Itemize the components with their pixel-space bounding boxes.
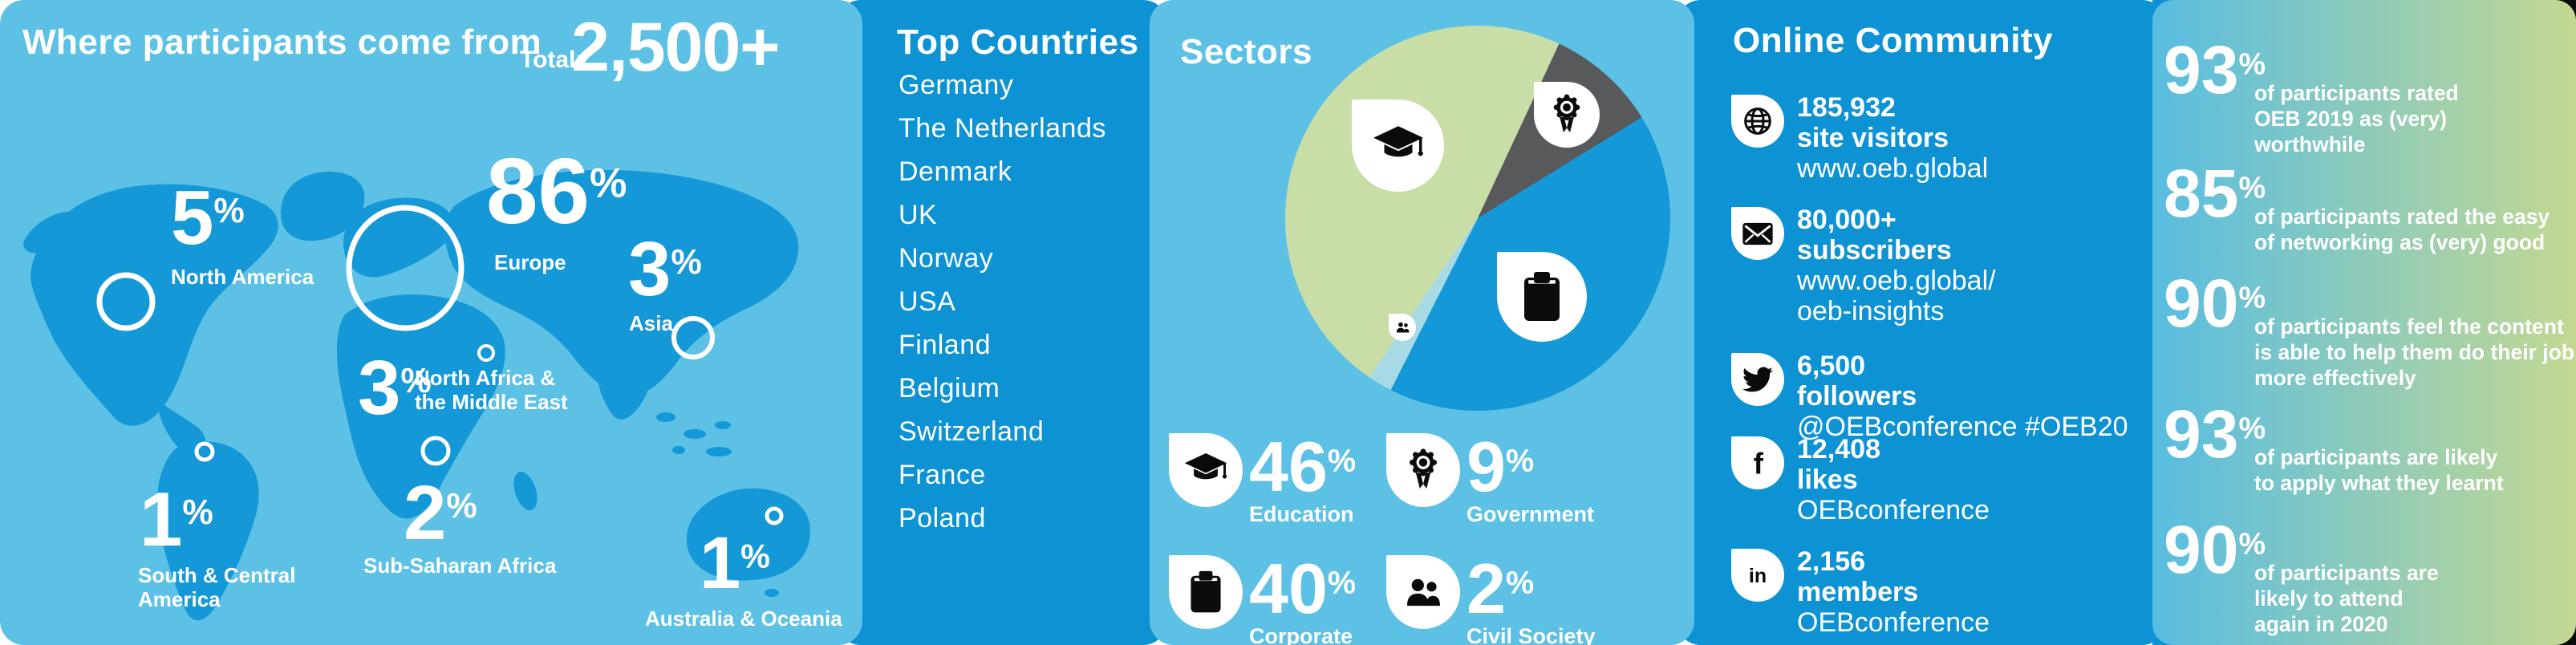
community-item: 6,500 followers @OEBconference #OEB20 — [1797, 351, 2150, 442]
graduation-cap-icon — [1352, 99, 1444, 192]
top-countries-title: Top Countries — [897, 22, 1139, 62]
legend-value: 40% — [1249, 549, 1357, 628]
community-label: members — [1797, 577, 1919, 607]
stat-value: 85% — [2164, 156, 2266, 231]
top-countries-list: Germany The Netherlands Denmark UK Norwa… — [899, 71, 1106, 547]
community-item: 2,156 members OEBconference — [1797, 546, 2150, 638]
region-label: Australia & Oceania — [645, 606, 842, 631]
stat-text: of participants feel the content is able … — [2254, 314, 2575, 390]
region-label: Asia — [629, 311, 673, 335]
list-item: UK — [899, 200, 938, 230]
legend-value: 9% — [1466, 427, 1535, 506]
page-title: Where participants come from — [22, 22, 542, 62]
stats-panel-backdrop: 93% of participants rated OEB 2019 as (ve… — [2152, 0, 2576, 645]
people-icon — [1389, 314, 1416, 341]
svg-text:in: in — [1749, 565, 1767, 587]
list-item: France — [899, 460, 986, 490]
map-marker-rings — [96, 205, 784, 525]
stats-panel: 93% of participants rated OEB 2019 as (ve… — [2152, 0, 2576, 645]
legend-value: 46% — [1249, 427, 1357, 506]
community-label: subscribers — [1797, 235, 1952, 266]
community-label: site visitors — [1797, 123, 1949, 153]
list-item: The Netherlands — [899, 113, 1106, 144]
svg-text:f: f — [1754, 447, 1764, 479]
medal-icon — [1386, 433, 1460, 507]
community-value: 185,932 — [1797, 92, 1896, 123]
community-detail: www.oeb.global/ — [1797, 266, 1996, 296]
community-detail: OEBconference — [1797, 495, 1990, 525]
community-label: likes — [1797, 464, 1858, 495]
legend-label: Civil Society — [1466, 624, 1596, 645]
community-item: 12,408 likes OEBconference — [1797, 434, 2150, 525]
community-value: 6,500 — [1797, 351, 1866, 381]
sectors-title: Sectors — [1180, 32, 1312, 71]
community-value: 12,408 — [1797, 434, 1880, 464]
stat-text: of participants are likely to attend again… — [2254, 561, 2439, 636]
sectors-pie-chart — [1285, 26, 1670, 411]
community-value: 80,000+ — [1797, 205, 1897, 235]
community-value: 2,156 — [1797, 546, 1866, 577]
region-value: 1% — [700, 522, 770, 604]
envelope-icon — [1731, 207, 1784, 260]
region-label: Europe — [494, 250, 566, 274]
region-value: 3% — [628, 226, 702, 312]
list-item: Poland — [899, 503, 986, 533]
clipboard-icon — [1497, 252, 1587, 342]
region-label: Sub-Saharan Africa — [363, 554, 557, 578]
online-community-title: Online Community — [1733, 21, 2054, 60]
stat-text: of participants rated the easy of network… — [2254, 205, 2550, 254]
region-label: North Africa & the Middle East — [415, 366, 568, 414]
community-item: 185,932 site visitors www.oeb.global — [1797, 92, 2150, 184]
legend-label: Government — [1466, 502, 1595, 526]
stat-value: 90% — [2164, 512, 2266, 587]
globe-icon — [1731, 95, 1784, 148]
graduation-cap-icon — [1169, 433, 1243, 507]
list-item: Finland — [899, 330, 992, 360]
list-item: Denmark — [899, 156, 1012, 187]
region-value: 2% — [404, 470, 477, 556]
sectors-panel: Sectors — [1150, 0, 1694, 645]
legend-value: 2% — [1466, 549, 1535, 628]
region-value: 1% — [140, 477, 213, 562]
list-item: Norway — [899, 243, 994, 274]
community-detail: @OEBconference #OEB20 — [1797, 412, 2128, 442]
people-icon — [1386, 555, 1460, 629]
stat-value: 93% — [2164, 396, 2266, 472]
region-value: 3% — [358, 345, 432, 431]
list-item: USA — [899, 286, 956, 317]
list-item: Belgium — [899, 373, 1000, 404]
world-map — [23, 169, 810, 621]
region-value: 86% — [486, 139, 627, 243]
legend-label: Corporate — [1249, 624, 1353, 645]
online-community-panel: Online Community 185,932 site visitors w… — [1677, 0, 2166, 645]
linkedin-icon: in — [1731, 549, 1784, 602]
region-value: 5% — [171, 175, 245, 261]
list-item: Germany — [899, 70, 1014, 100]
community-label: followers — [1797, 381, 1917, 412]
region-label: South & Central America — [138, 563, 296, 611]
community-detail: oeb-insights — [1797, 296, 1945, 327]
stat-value: 93% — [2164, 32, 2266, 108]
clipboard-icon — [1169, 555, 1243, 629]
total-label: Total: — [520, 47, 584, 73]
total-value: 2,500+ — [571, 9, 780, 86]
where-participants-panel: Where participants come from Total: 2,50… — [0, 0, 862, 645]
facebook-icon: f — [1731, 436, 1784, 489]
list-item: Switzerland — [899, 416, 1045, 447]
stat-text: of participants are likely to apply what … — [2254, 445, 2504, 495]
region-label: North America — [171, 265, 314, 289]
stat-value: 90% — [2164, 266, 2266, 341]
community-detail: OEBconference — [1797, 607, 1990, 638]
stat-text: of participants rated OEB 2019 as (very) w… — [2254, 81, 2459, 156]
community-detail: www.oeb.global — [1797, 153, 1989, 184]
legend-label: Education — [1249, 502, 1354, 526]
medal-icon — [1534, 82, 1600, 148]
community-item: 80,000+ subscribers www.oeb.global/ oeb-… — [1797, 205, 2150, 327]
top-countries-panel: Top Countries Germany The Netherlands De… — [837, 0, 1167, 645]
twitter-icon — [1731, 353, 1784, 406]
